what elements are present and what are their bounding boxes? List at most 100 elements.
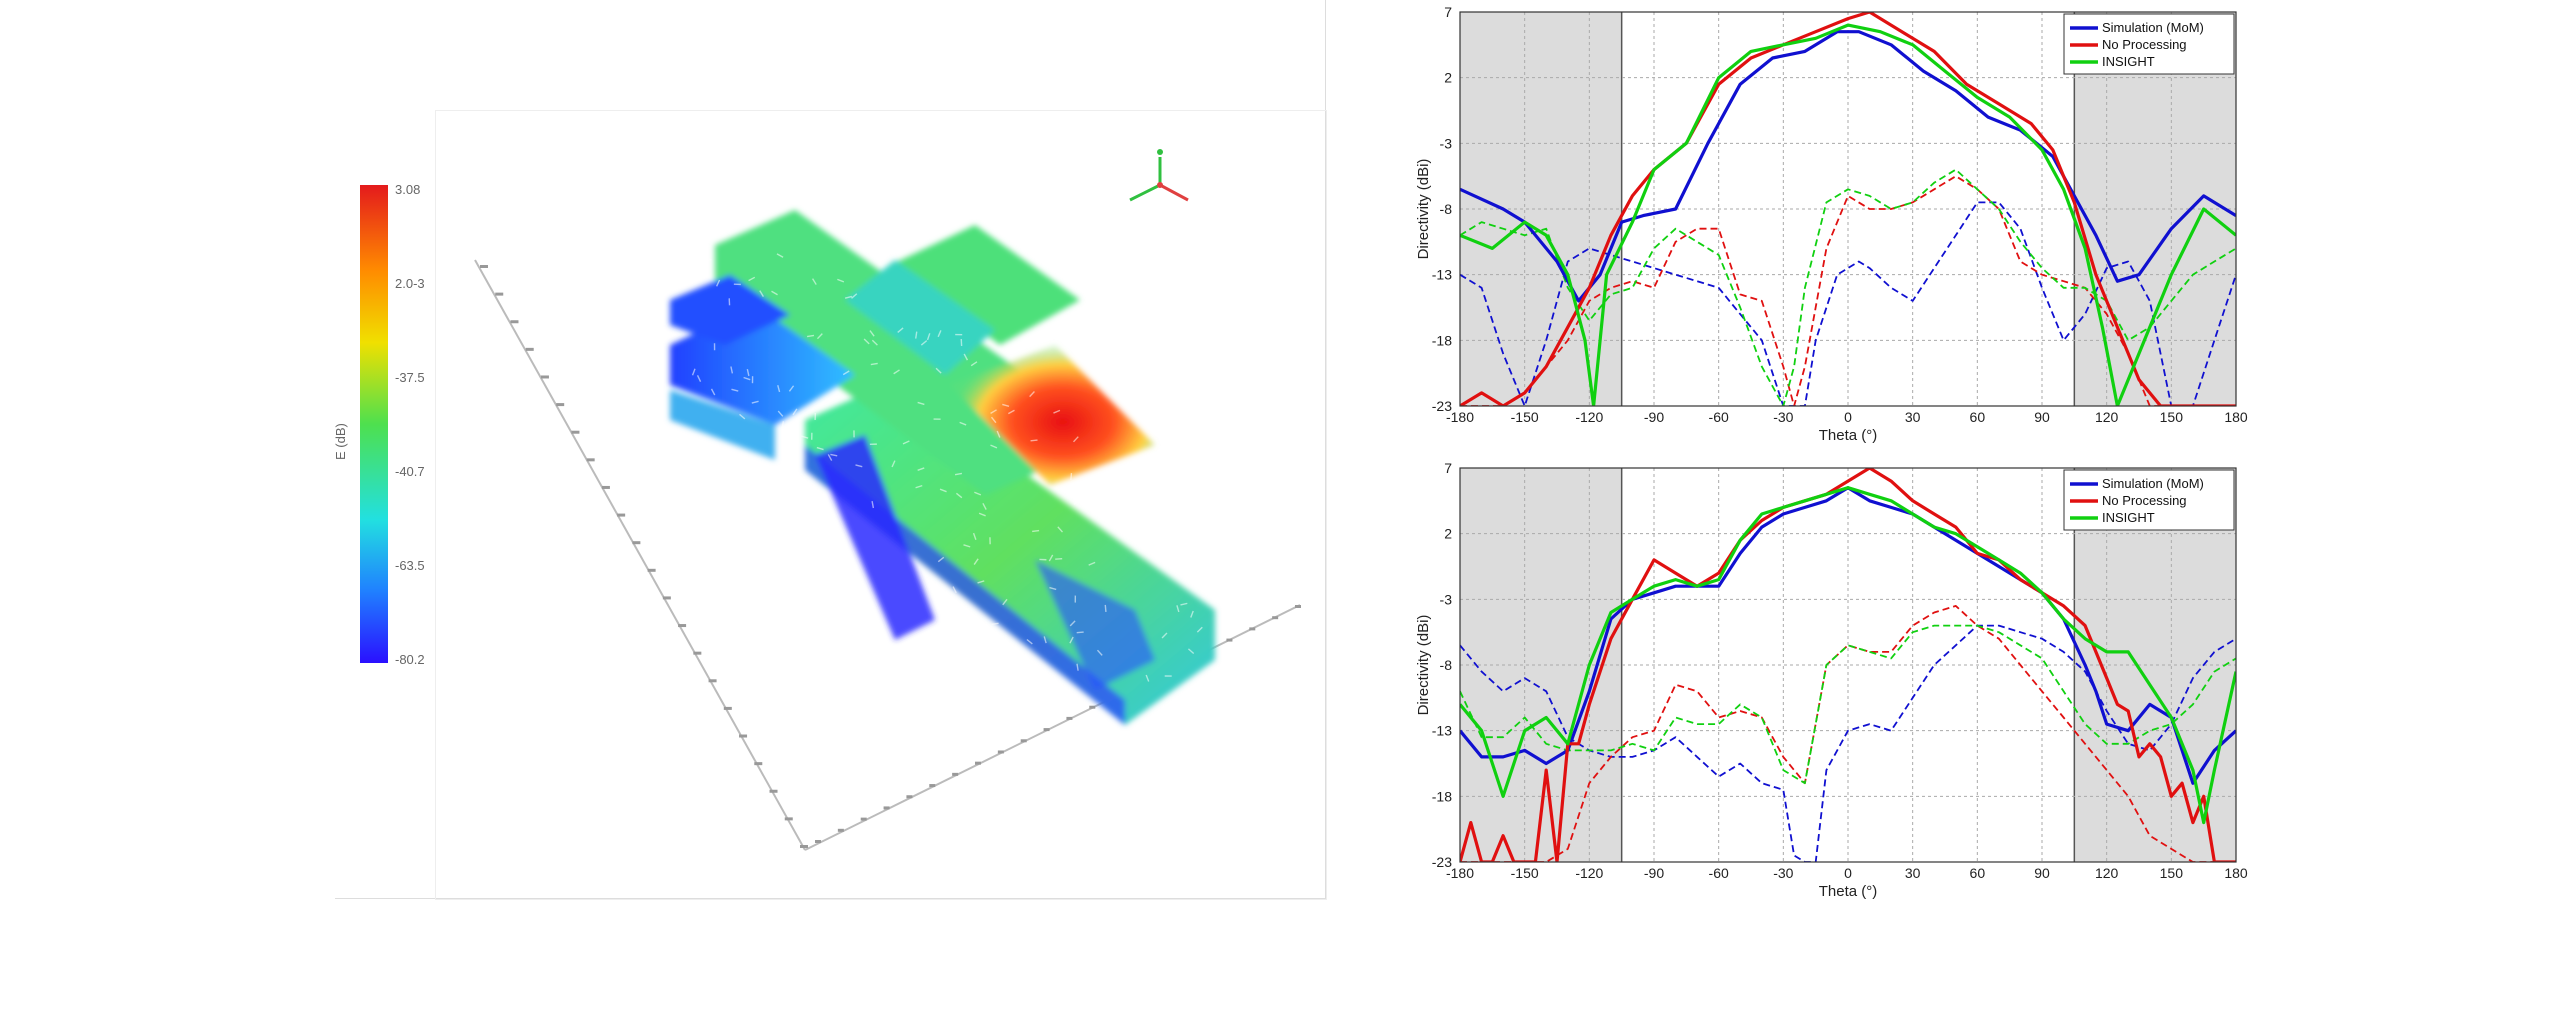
x-tick-label: 0 xyxy=(1844,409,1852,425)
colorbar-tick-label: -40.7 xyxy=(395,464,425,479)
y-tick-label: -8 xyxy=(1440,201,1453,217)
legend-entry: Simulation (MoM) xyxy=(2102,476,2204,491)
axis-tick xyxy=(906,795,913,799)
field-vector xyxy=(1043,636,1047,644)
x-tick-label: -150 xyxy=(1511,865,1539,881)
field-vector xyxy=(806,334,815,338)
y-axis-label: Directivity (dBi) xyxy=(1415,615,1432,716)
x-tick-label: -150 xyxy=(1511,409,1539,425)
field-vector xyxy=(990,444,998,449)
series-line xyxy=(1460,23,2236,406)
dashed-series-line xyxy=(1460,201,2236,406)
field-vector xyxy=(1053,409,1061,414)
x-tick-label: 30 xyxy=(1905,409,1921,425)
x-tick-label: -90 xyxy=(1644,865,1664,881)
x-tick-label: 60 xyxy=(1970,409,1986,425)
axis-tick xyxy=(510,320,519,324)
axis-tick xyxy=(540,375,549,379)
field-vector xyxy=(935,367,942,374)
field-vector xyxy=(1030,439,1038,442)
axis-tick xyxy=(1043,728,1050,732)
field-vector xyxy=(937,556,945,563)
y-tick-label: -18 xyxy=(1432,788,1452,804)
field-vector xyxy=(1076,663,1079,671)
x-tick-label: -30 xyxy=(1773,865,1793,881)
colorbar-tick-label: 3.08 xyxy=(395,182,420,197)
field-vector xyxy=(739,413,746,420)
axis-tick xyxy=(1272,616,1279,620)
field-vector xyxy=(1048,554,1054,562)
field-vector xyxy=(1187,648,1195,654)
series-line xyxy=(1460,486,2236,825)
x-tick-label: -120 xyxy=(1575,865,1603,881)
x-tick-label: -60 xyxy=(1709,409,1729,425)
field-vector xyxy=(1192,691,1199,698)
legend: Simulation (MoM) No Processing INSIGHT xyxy=(2063,469,2235,531)
x-tick-label: -30 xyxy=(1773,409,1793,425)
axis-tick xyxy=(952,772,959,776)
legend-entry: INSIGHT xyxy=(2102,510,2155,525)
directivity-chart-bottom: -180 -150 -120 -90 -60 -30 0 30 60 90 120 150 180 7 2 -… xyxy=(1415,460,2248,900)
field-vector xyxy=(974,491,982,496)
colorbar-tick-label: -37.5 xyxy=(395,370,425,385)
field-vector xyxy=(1161,632,1168,639)
field-vector xyxy=(684,265,689,273)
field-vector xyxy=(926,333,931,341)
field-vector xyxy=(1002,403,1010,408)
field-vector xyxy=(917,467,925,471)
field-3d-view: 3.08 2.0-3 -37.5 -40.7 -63.5 -80.2 E (dB) xyxy=(335,149,1301,851)
dashed-series-line xyxy=(1460,175,2236,406)
field-vector xyxy=(990,409,997,414)
field-vector xyxy=(970,361,978,367)
axis-tick xyxy=(1295,605,1301,608)
axis-tick xyxy=(860,817,867,821)
field-vector xyxy=(837,278,845,283)
field-vector xyxy=(871,501,875,509)
y-tick-label: 7 xyxy=(1444,460,1452,476)
axis-tick xyxy=(997,750,1004,754)
field-vector xyxy=(771,290,778,296)
axis-tick xyxy=(1066,716,1073,720)
x-tick-label: 120 xyxy=(2095,865,2119,881)
field-vector xyxy=(776,253,784,258)
y-axis-label: Directivity (dBi) xyxy=(1415,159,1432,260)
field-vector xyxy=(973,558,979,565)
field-vector xyxy=(842,370,850,376)
axis-tick xyxy=(883,806,890,810)
axis-tick xyxy=(1249,627,1256,631)
dashed-series-line xyxy=(1460,605,2236,862)
directivity-charts: -180 -150 -120 -90 -60 -30 0 30 60 90 120 150 18072-… xyxy=(1415,4,2248,900)
axis-tick xyxy=(525,347,534,351)
y-tick-label: 2 xyxy=(1444,526,1452,542)
x-tick-label: 150 xyxy=(2160,865,2184,881)
axis-tick xyxy=(837,828,844,832)
field-vector xyxy=(1029,391,1035,398)
x-tick-label: -90 xyxy=(1644,409,1664,425)
x-tick-label: 90 xyxy=(2034,409,2050,425)
field-vector xyxy=(991,622,999,626)
axis-tick xyxy=(723,706,732,710)
field-vector xyxy=(902,440,910,445)
axis-tick xyxy=(678,624,687,628)
y-tick-label: -18 xyxy=(1432,332,1452,348)
axis-tick xyxy=(601,485,610,489)
axis-tick xyxy=(1020,739,1027,743)
y-tick-label: -3 xyxy=(1440,135,1453,151)
field-vector xyxy=(748,276,756,282)
field-vector xyxy=(871,339,878,346)
x-tick-label: 0 xyxy=(1844,865,1852,881)
field-vector xyxy=(1073,499,1080,505)
axis-tick xyxy=(586,458,595,462)
directivity-charts-panel: -180 -150 -120 -90 -60 -30 0 30 60 90 120 150 180 7 2-… xyxy=(1408,0,2250,900)
axis-tick xyxy=(556,403,565,407)
colorbar-side-label: E (dB) xyxy=(335,423,348,460)
axis-tick xyxy=(815,840,821,843)
field-vector xyxy=(893,369,900,375)
y-tick-label: -8 xyxy=(1440,657,1453,673)
plot-frame xyxy=(1459,11,2237,407)
field-vector xyxy=(959,421,967,426)
field-vector xyxy=(1088,561,1096,566)
field-vector xyxy=(1076,631,1084,634)
x-tick-label: 120 xyxy=(2095,409,2119,425)
field-vector xyxy=(730,366,734,374)
